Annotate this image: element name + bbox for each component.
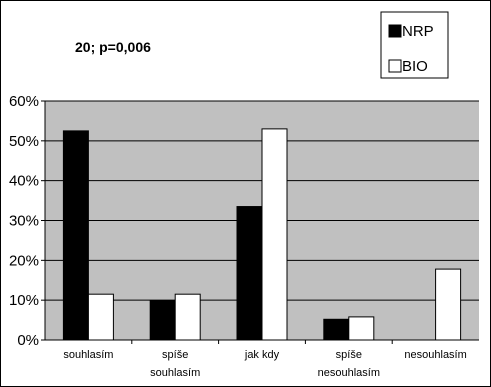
- axes: [44, 101, 479, 341]
- bar-nrp: [149, 300, 176, 341]
- x-tick-labels: souhlasím spíše souhlasím jak kdy spíše nesou…: [63, 340, 467, 379]
- bar-bio: [174, 293, 201, 341]
- bar-nrp: [62, 130, 89, 341]
- x-tick-label: souhlasím: [63, 349, 113, 361]
- legend-swatch-nrp: [388, 24, 402, 38]
- legend-label-nrp: NRP: [402, 23, 434, 40]
- x-tick-label: jak kdy: [244, 349, 280, 361]
- x-tick-label: nesouhlasím: [318, 367, 380, 379]
- x-tick-label: souhlasím: [150, 367, 200, 379]
- y-tick-label: 0%: [17, 332, 39, 349]
- bar-bio: [87, 293, 114, 341]
- x-tick-label: spíše: [336, 349, 362, 361]
- bar-bio: [261, 128, 288, 341]
- legend-label-bio: BIO: [402, 58, 428, 75]
- y-tick-label: 40%: [9, 173, 39, 190]
- y-tick-label: 50%: [9, 133, 39, 150]
- y-tick-labels: 0% 10% 20% 30% 40% 50% 60%: [9, 93, 39, 349]
- y-tick-label: 20%: [9, 252, 39, 269]
- legend-swatch-bio: [388, 59, 402, 73]
- y-tick-label: 30%: [9, 213, 39, 230]
- chart-title: 20; p=0,006: [75, 39, 151, 55]
- legend: NRP BIO: [380, 11, 449, 79]
- x-tick-label: nesouhlasím: [404, 349, 466, 361]
- y-tick-label: 10%: [9, 292, 39, 309]
- bars: [62, 128, 462, 341]
- bar-bio: [348, 316, 375, 341]
- x-tick-label: spíše: [162, 349, 188, 361]
- bar-bio: [435, 268, 462, 341]
- y-tick-label: 60%: [9, 93, 39, 110]
- bar-nrp: [323, 318, 350, 341]
- bar-nrp: [236, 206, 263, 341]
